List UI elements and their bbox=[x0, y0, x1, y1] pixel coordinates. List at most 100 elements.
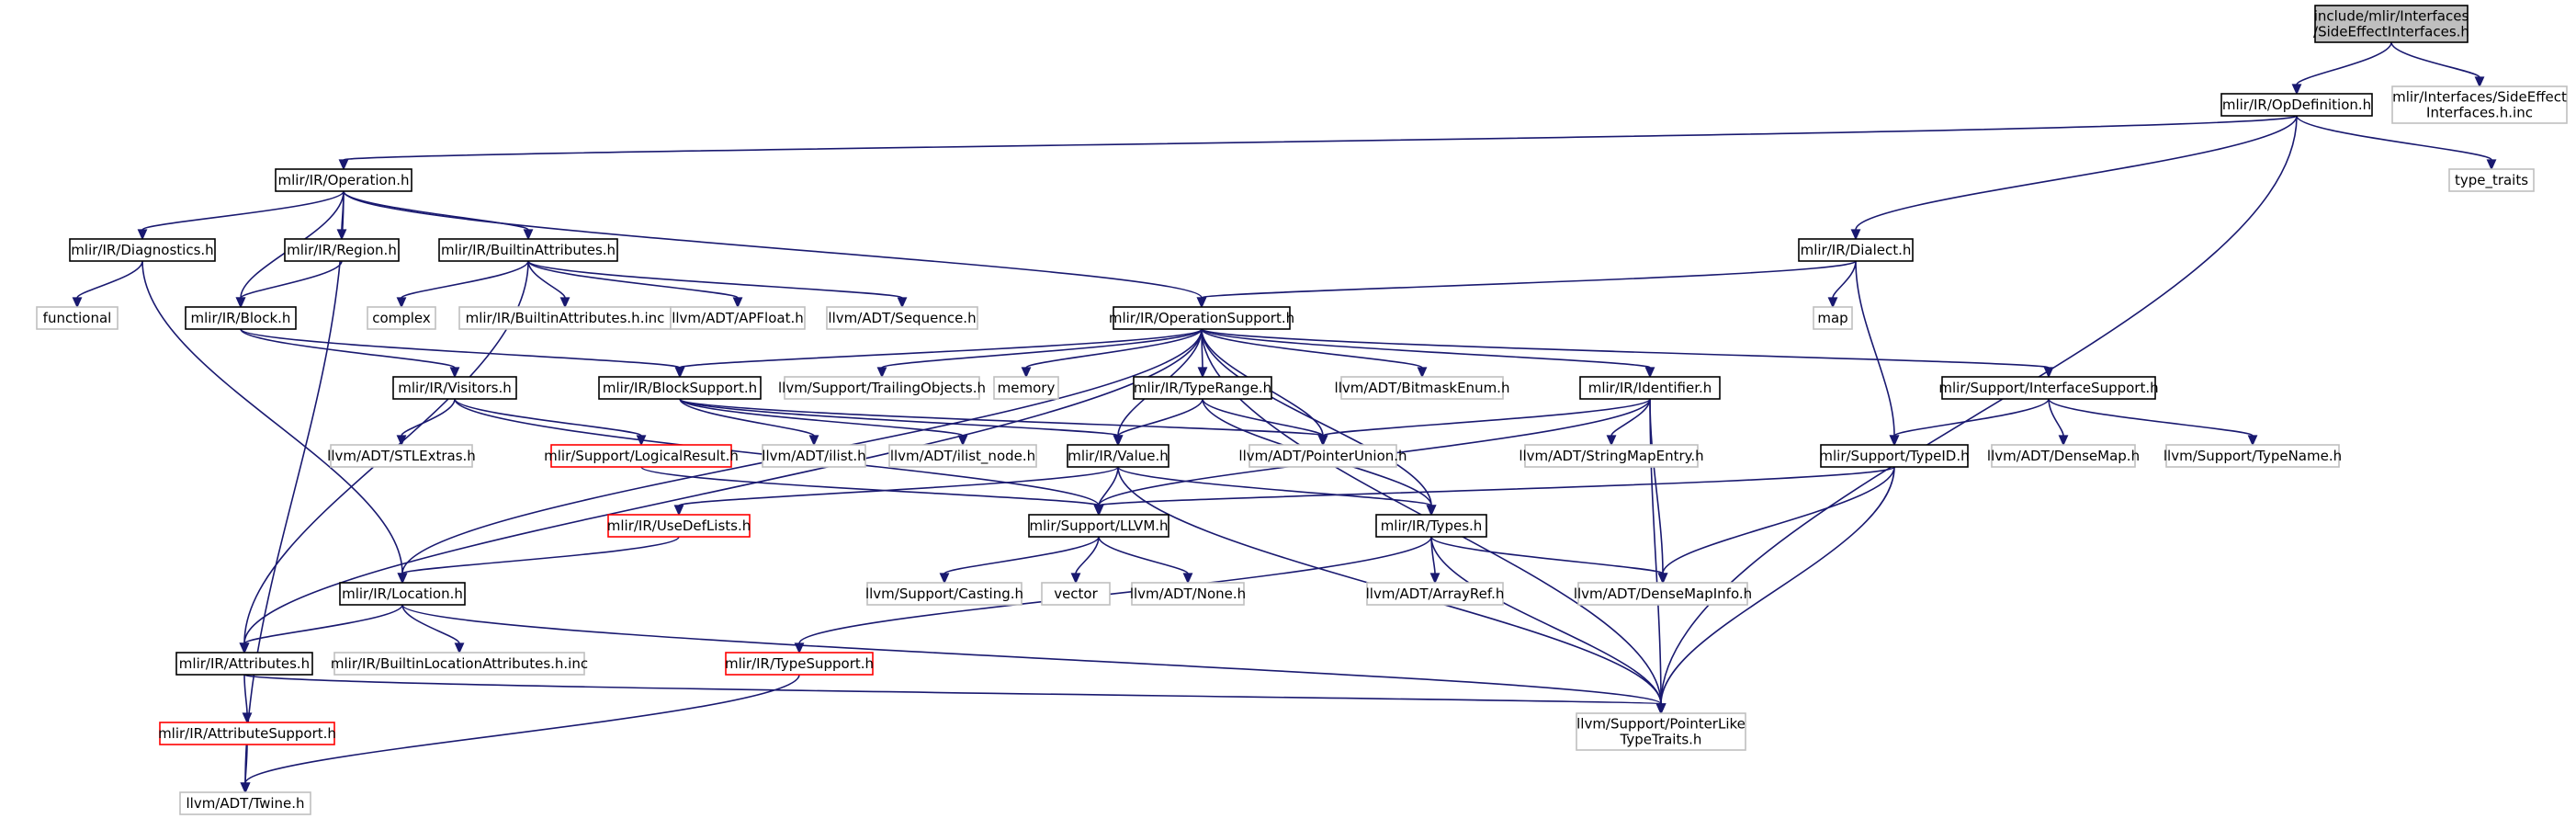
node-region[interactable]: mlir/IR/Region.h bbox=[284, 238, 400, 262]
node-label-line: memory bbox=[998, 380, 1056, 396]
edge-opdef-to-dialect bbox=[1850, 115, 2298, 241]
edge-arrowhead bbox=[397, 573, 408, 585]
node-box bbox=[1579, 376, 1721, 400]
node-identifier[interactable]: mlir/IR/Identifier.h bbox=[1579, 376, 1721, 400]
node-opsupport[interactable]: mlir/IR/OperationSupport.h bbox=[1109, 306, 1294, 330]
node-label-line: llvm/ADT/StringMapEntry.h bbox=[1519, 448, 1703, 464]
edge-arrowhead bbox=[876, 367, 887, 379]
node-box bbox=[1991, 444, 2136, 468]
node-label-line: mlir/IR/Identifier.h bbox=[1588, 380, 1712, 396]
node-attrsupport[interactable]: mlir/IR/AttributeSupport.h bbox=[158, 722, 336, 745]
node-box bbox=[1366, 582, 1504, 606]
node-opdef[interactable]: mlir/IR/OpDefinition.h bbox=[2220, 93, 2373, 117]
edge-line bbox=[679, 328, 1203, 369]
node-block[interactable]: mlir/IR/Block.h bbox=[185, 306, 297, 330]
edge-arrowhead bbox=[673, 505, 684, 517]
edge-line bbox=[1430, 536, 1662, 705]
node-logicalresult[interactable]: mlir/Support/LogicalResult.h bbox=[544, 444, 739, 468]
edge-line bbox=[1201, 328, 1423, 369]
node-dialect[interactable]: mlir/IR/Dialect.h bbox=[1798, 238, 1914, 262]
node-box bbox=[392, 376, 517, 400]
node-visitors[interactable]: mlir/IR/Visitors.h bbox=[392, 376, 517, 400]
edge-arrowhead bbox=[2058, 435, 2069, 447]
edge-line bbox=[1117, 398, 1203, 437]
node-label-line: mlir/IR/AttributeSupport.h bbox=[158, 725, 336, 742]
edge-operation-to-twine bbox=[240, 190, 345, 794]
edge-line bbox=[2048, 398, 2254, 437]
edge-arrowhead bbox=[1093, 505, 1104, 517]
edge-line bbox=[679, 398, 1119, 437]
node-operation[interactable]: mlir/IR/Operation.h bbox=[275, 168, 412, 192]
node-label-line: vector bbox=[1054, 586, 1098, 602]
node-ilistnode: llvm/ADT/ilist_node.h bbox=[888, 444, 1037, 468]
edge-opsupport-to-memory bbox=[1021, 328, 1203, 379]
edge-line bbox=[1025, 328, 1203, 369]
node-box bbox=[1375, 514, 1487, 538]
node-label-line: llvm/Support/Casting.h bbox=[865, 586, 1023, 602]
node-interfacesup[interactable]: mlir/Support/InterfaceSupport.h bbox=[1938, 376, 2159, 400]
node-label-line: mlir/IR/OpDefinition.h bbox=[2222, 97, 2371, 113]
node-usedeflists[interactable]: mlir/IR/UseDefLists.h bbox=[607, 514, 751, 538]
edge-types-to-densemapinfo bbox=[1430, 536, 1668, 585]
node-label-line: complex bbox=[372, 310, 431, 326]
node-root[interactable]: include/mlir/Interfaces/SideEffectInterf… bbox=[2313, 5, 2469, 43]
node-box bbox=[367, 306, 436, 330]
edge-diagnostics-to-functional bbox=[72, 260, 143, 309]
node-label-line: mlir/IR/Operation.h bbox=[278, 172, 410, 188]
node-llvmh[interactable]: mlir/Support/LLVM.h bbox=[1028, 514, 1169, 538]
node-value[interactable]: mlir/IR/Value.h bbox=[1067, 444, 1169, 468]
edge-opsupport-to-trailing bbox=[876, 328, 1203, 379]
node-blocksupport[interactable]: mlir/IR/BlockSupport.h bbox=[598, 376, 762, 400]
node-typeid[interactable]: mlir/Support/TypeID.h bbox=[1819, 444, 1970, 468]
node-typesupport[interactable]: mlir/IR/TypeSupport.h bbox=[725, 652, 874, 676]
node-box bbox=[1113, 306, 1291, 330]
edge-region-to-block bbox=[235, 260, 343, 309]
node-diagnostics[interactable]: mlir/IR/Diagnostics.h bbox=[69, 238, 216, 262]
node-typerange[interactable]: mlir/IR/TypeRange.h bbox=[1133, 376, 1272, 400]
edge-visitors-to-logicalresult bbox=[454, 398, 647, 447]
node-label-line: llvm/ADT/None.h bbox=[1130, 586, 1246, 602]
node-box bbox=[179, 791, 311, 815]
node-builtinattr[interactable]: mlir/IR/BuiltinAttributes.h bbox=[438, 238, 618, 262]
edge-line bbox=[1660, 466, 1895, 705]
edge-blocksupport-to-value bbox=[679, 398, 1124, 447]
edge-typerange-to-value bbox=[1113, 398, 1203, 447]
edge-operation-to-builtinattr bbox=[343, 190, 534, 241]
node-location[interactable]: mlir/IR/Location.h bbox=[339, 582, 466, 606]
node-box bbox=[1131, 582, 1245, 606]
node-builtinattrinc: mlir/IR/BuiltinAttributes.h.inc bbox=[458, 306, 672, 330]
edge-line bbox=[2296, 41, 2392, 85]
node-label-line: mlir/IR/Region.h bbox=[287, 242, 397, 258]
edge-line bbox=[1430, 536, 1664, 574]
edge-dialect-to-opsupport bbox=[1196, 260, 1857, 309]
edge-line bbox=[2296, 115, 2492, 161]
node-label-line: mlir/IR/Diagnostics.h bbox=[71, 242, 213, 258]
edge-arrowhead bbox=[1426, 505, 1437, 517]
node-box bbox=[330, 444, 473, 468]
edge-line bbox=[1075, 536, 1100, 574]
node-none: llvm/ADT/None.h bbox=[1130, 582, 1246, 606]
node-box bbox=[185, 306, 297, 330]
edge-dialect-to-map bbox=[1827, 260, 1857, 309]
node-label-line: mlir/IR/TypeSupport.h bbox=[725, 655, 874, 672]
edge-line bbox=[243, 674, 248, 714]
node-label-line: mlir/Interfaces/SideEffect bbox=[2392, 89, 2567, 106]
edge-arrowhead bbox=[1197, 367, 1208, 379]
edge-identifier-to-stringmapentry bbox=[1606, 398, 1651, 447]
node-map: map bbox=[1813, 306, 1853, 330]
node-memory: memory bbox=[993, 376, 1059, 400]
node-attributes[interactable]: mlir/IR/Attributes.h bbox=[175, 652, 313, 676]
node-box bbox=[36, 306, 119, 330]
edge-line bbox=[1855, 260, 1895, 437]
edge-arrowhead bbox=[1429, 573, 1441, 585]
node-label-line: include/mlir/Interfaces bbox=[2314, 8, 2469, 25]
edge-arrowhead bbox=[137, 229, 148, 241]
node-label-line: mlir/IR/BlockSupport.h bbox=[603, 380, 757, 396]
node-box bbox=[1813, 306, 1853, 330]
edge-blocksupport-to-ilistnode bbox=[679, 398, 968, 447]
node-types[interactable]: mlir/IR/Types.h bbox=[1375, 514, 1487, 538]
edge-interfacesup-to-densemap bbox=[2048, 398, 2069, 447]
node-label-line: mlir/IR/BuiltinAttributes.h bbox=[441, 242, 616, 258]
node-label-line: mlir/IR/Value.h bbox=[1068, 448, 1169, 464]
